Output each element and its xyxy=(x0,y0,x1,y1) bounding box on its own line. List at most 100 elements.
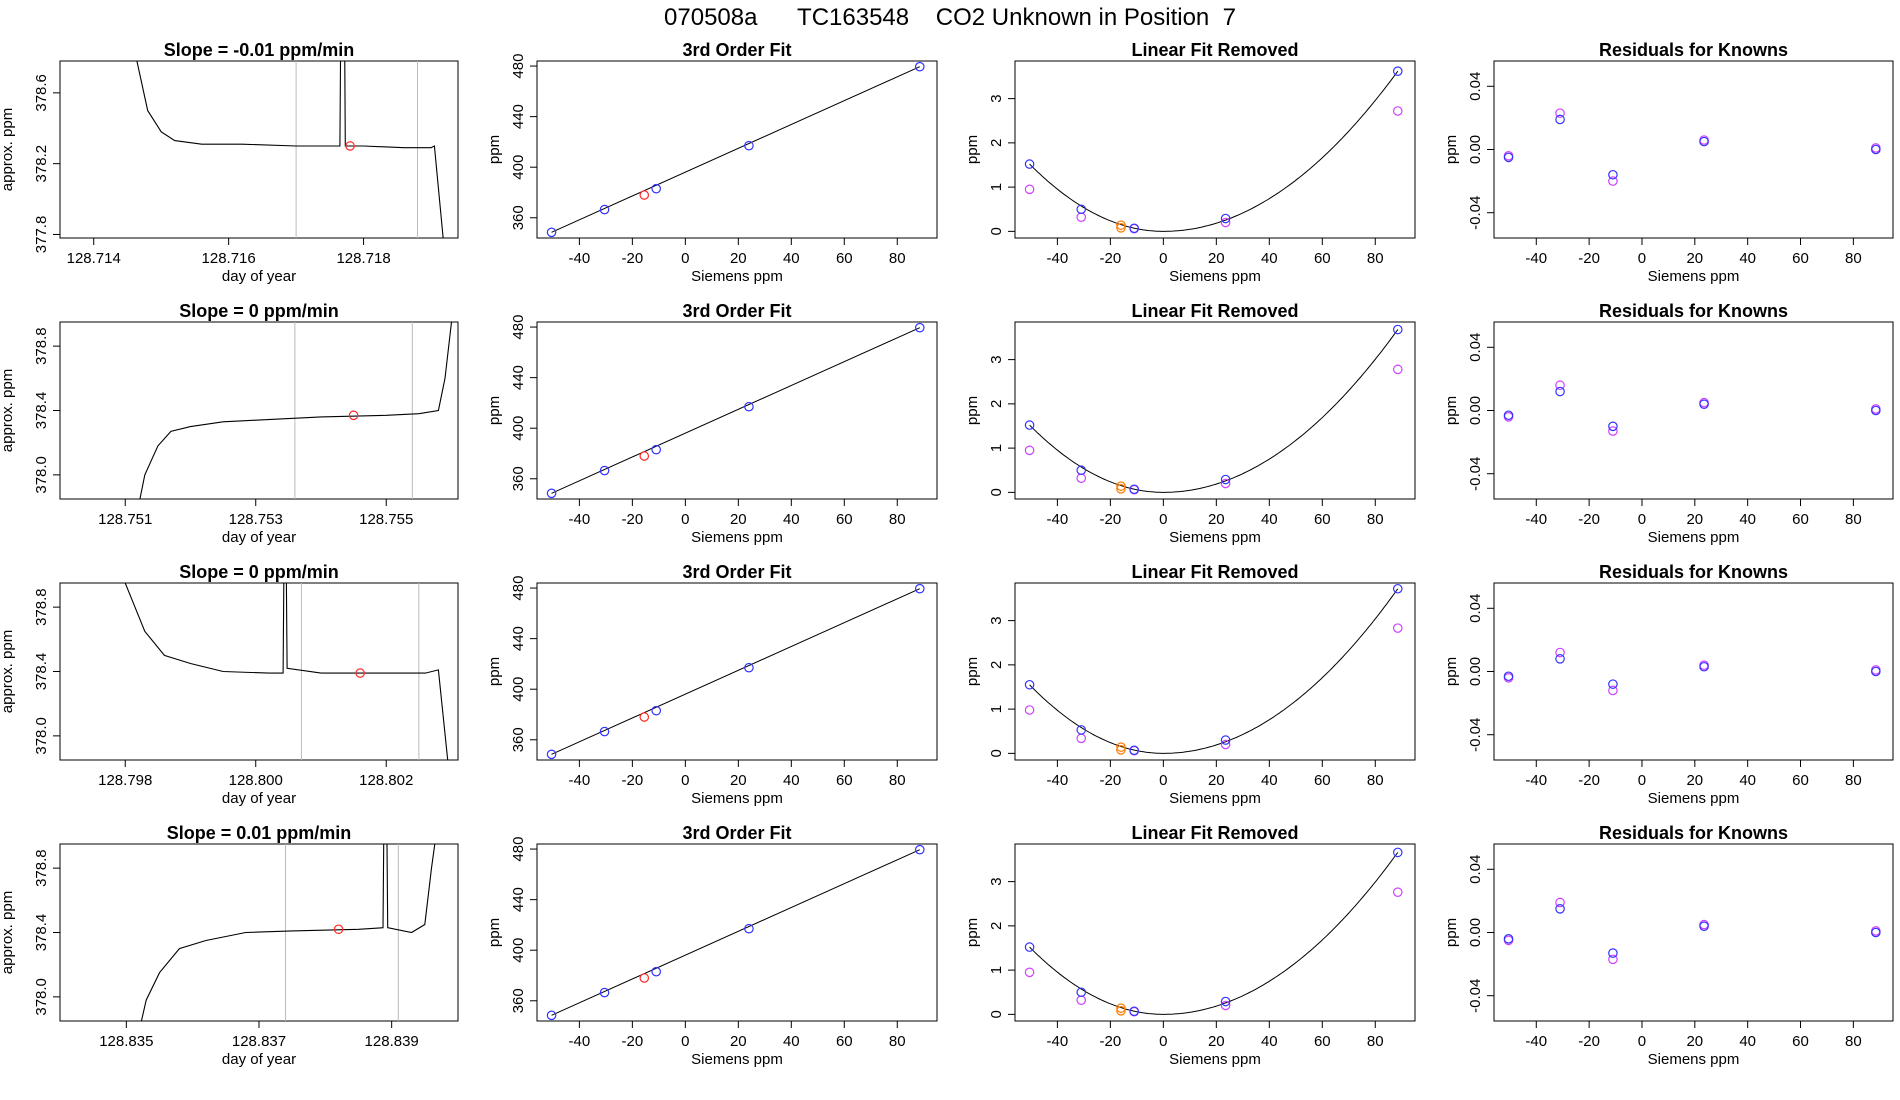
y-tick-label: 378.2 xyxy=(33,145,50,183)
raw-known-point xyxy=(1024,445,1035,456)
y-tick-label: 400 xyxy=(510,938,527,963)
x-tick-label: 60 xyxy=(1792,1033,1809,1050)
residual-point xyxy=(1608,679,1618,689)
plot-frame xyxy=(1493,321,1894,500)
x-tick-label: 40 xyxy=(1261,250,1278,267)
y-tick-label: 378.4 xyxy=(33,392,50,430)
known-point xyxy=(546,749,557,760)
known-point xyxy=(914,583,925,594)
known-point xyxy=(599,726,610,737)
unknown-point xyxy=(1116,223,1126,233)
x-tick-label: 60 xyxy=(1314,772,1331,789)
fit-line xyxy=(551,588,920,755)
x-tick-label: 128.802 xyxy=(359,772,413,789)
page-title: 070508a TC163548 CO2 Unknown in Position… xyxy=(664,4,1236,31)
x-axis-label: day of year xyxy=(222,1051,296,1068)
known-point xyxy=(914,844,925,855)
plot-title: Slope = 0.01 ppm/min xyxy=(167,823,352,843)
x-tick-label: 80 xyxy=(1845,772,1862,789)
unknown-marker xyxy=(348,410,359,421)
residual-alt-point xyxy=(1555,897,1565,908)
known-point xyxy=(1024,942,1035,952)
x-tick-label: 128.718 xyxy=(336,250,390,267)
known-point xyxy=(1076,204,1087,215)
residual-alt-point xyxy=(1555,108,1565,118)
x-tick-label: 60 xyxy=(836,511,853,528)
y-tick-label: 400 xyxy=(510,416,527,441)
plot-title: Linear Fit Removed xyxy=(1131,301,1298,321)
plot-frame xyxy=(59,321,459,500)
x-axis-label: day of year xyxy=(222,268,296,285)
y-tick-label: 360 xyxy=(510,466,527,491)
known-point xyxy=(651,183,662,194)
x-tick-label: 128.751 xyxy=(98,511,152,528)
unknown-marker xyxy=(333,924,344,935)
y-tick-label: 3 xyxy=(988,616,1005,624)
plot-title: 3rd Order Fit xyxy=(682,823,791,843)
x-tick-label: 40 xyxy=(1261,511,1278,528)
y-tick-label: 400 xyxy=(510,155,527,180)
known-point xyxy=(1024,679,1035,690)
x-tick-label: 80 xyxy=(889,250,906,267)
raw-known-point xyxy=(1392,106,1403,116)
x-tick-label: 60 xyxy=(836,772,853,789)
known-point xyxy=(1129,745,1140,756)
unknown-marker xyxy=(345,141,355,151)
plot-frame xyxy=(59,60,459,239)
plot-title: Linear Fit Removed xyxy=(1131,562,1298,582)
residual-point xyxy=(1871,405,1881,416)
plot-title: 3rd Order Fit xyxy=(682,40,791,60)
y-tick-label: 3 xyxy=(988,355,1005,363)
x-tick-label: -20 xyxy=(1100,772,1122,789)
y-tick-label: 400 xyxy=(510,677,527,702)
x-axis-label: Siemens ppm xyxy=(1648,1051,1740,1068)
x-tick-label: -40 xyxy=(1525,250,1547,267)
residual-point xyxy=(1503,671,1514,682)
raw-known-point xyxy=(1076,212,1087,223)
y-tick-label: -0.04 xyxy=(1467,457,1484,491)
x-tick-label: 40 xyxy=(1261,1033,1278,1050)
known-point xyxy=(651,705,662,716)
trace-panel-row-1: Slope = 0 ppm/min 128.751 128.753 128.755 37… xyxy=(0,301,459,546)
residual-alt-point xyxy=(1608,426,1618,436)
x-tick-label: 20 xyxy=(1686,511,1703,528)
x-tick-label: -20 xyxy=(622,1033,644,1050)
x-axis-label: Siemens ppm xyxy=(691,268,783,285)
x-tick-label: -40 xyxy=(1047,511,1069,528)
x-tick-label: 80 xyxy=(889,511,906,528)
x-tick-label: -40 xyxy=(1047,772,1069,789)
plot-frame xyxy=(536,843,938,1022)
fit-line xyxy=(551,849,920,1016)
x-tick-label: -20 xyxy=(1578,772,1600,789)
plot-title: Linear Fit Removed xyxy=(1131,40,1298,60)
x-tick-label: 0 xyxy=(1159,772,1167,789)
x-tick-label: 0 xyxy=(681,250,689,267)
known-point xyxy=(1024,159,1035,169)
residual-point xyxy=(1555,114,1565,125)
plot-frame xyxy=(1014,843,1416,1022)
fit-curve xyxy=(1029,70,1399,232)
y-tick-label: 378.0 xyxy=(33,456,50,494)
y-tick-label: 1 xyxy=(988,183,1005,191)
raw-known-point xyxy=(1076,473,1087,484)
residual-alt-point xyxy=(1555,380,1565,391)
signal-trace xyxy=(140,844,436,1021)
x-axis-label: day of year xyxy=(222,529,296,546)
x-tick-label: 80 xyxy=(1367,772,1384,789)
x-tick-label: -20 xyxy=(622,250,644,267)
x-axis-label: Siemens ppm xyxy=(691,1051,783,1068)
residual-point xyxy=(1699,136,1709,147)
y-tick-label: 440 xyxy=(510,887,527,912)
raw-known-point xyxy=(1220,217,1231,228)
raw-known-point xyxy=(1076,995,1087,1006)
y-axis-label: ppm xyxy=(486,657,503,686)
plot-title: Residuals for Knowns xyxy=(1599,562,1788,582)
x-tick-label: 80 xyxy=(1367,511,1384,528)
known-point xyxy=(1392,583,1403,594)
known-point xyxy=(914,61,925,72)
y-tick-label: 378.8 xyxy=(33,849,50,887)
panel-3-row-1: Residuals for Knowns -40 -20 0 20 40 60 80 -0.04… xyxy=(1443,301,1894,546)
y-tick-label: 377.8 xyxy=(33,216,50,254)
x-tick-label: 40 xyxy=(1739,1033,1756,1050)
unknown-point xyxy=(1116,481,1126,491)
